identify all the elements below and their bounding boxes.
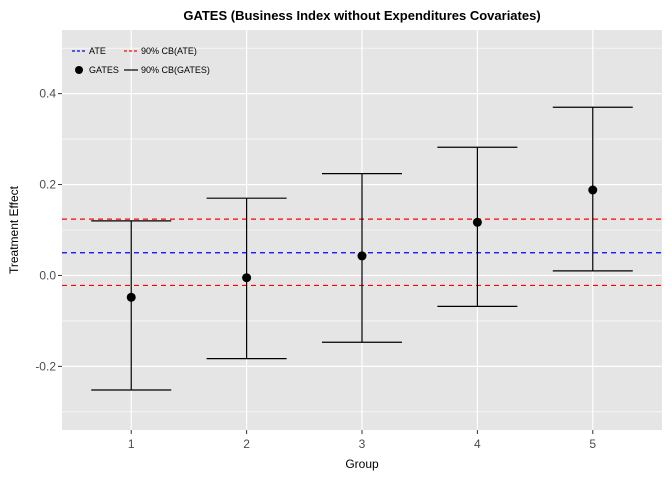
legend-90-cb-gates-label: 90% CB(GATES)	[141, 65, 210, 75]
legend-90-cb-ate-label: 90% CB(ATE)	[141, 46, 197, 56]
legend-gates-key	[75, 66, 83, 74]
y-tick-label: 0.2	[39, 178, 56, 192]
y-tick-label: -0.2	[35, 359, 56, 373]
x-tick-label: 1	[128, 437, 135, 451]
x-axis-ticks: 1 2 3 4 5	[128, 430, 596, 451]
x-tick-label: 5	[589, 437, 596, 451]
x-tick-label: 2	[243, 437, 250, 451]
y-axis-ticks: -0.2 0.0 0.2 0.4	[35, 87, 62, 373]
gates-point	[357, 251, 367, 261]
y-tick-label: 0.4	[39, 87, 56, 101]
legend: ATE 90% CB(ATE) GATES 90% CB(GATES)	[72, 46, 210, 75]
y-tick-label: 0.0	[39, 268, 56, 282]
gates-point	[588, 185, 598, 195]
chart-title: GATES (Business Index without Expenditur…	[183, 8, 540, 23]
gates-point	[126, 292, 136, 302]
x-axis-title: Group	[345, 457, 379, 471]
gates-point	[242, 273, 252, 283]
error-bars	[91, 106, 633, 391]
gates-point	[472, 217, 482, 227]
legend-ate-label: ATE	[89, 46, 106, 56]
gates-points	[126, 185, 598, 302]
x-tick-label: 4	[474, 437, 481, 451]
legend-gates-label: GATES	[89, 65, 119, 75]
y-axis-title: Treatment Effect	[7, 185, 21, 274]
x-tick-label: 3	[359, 437, 366, 451]
